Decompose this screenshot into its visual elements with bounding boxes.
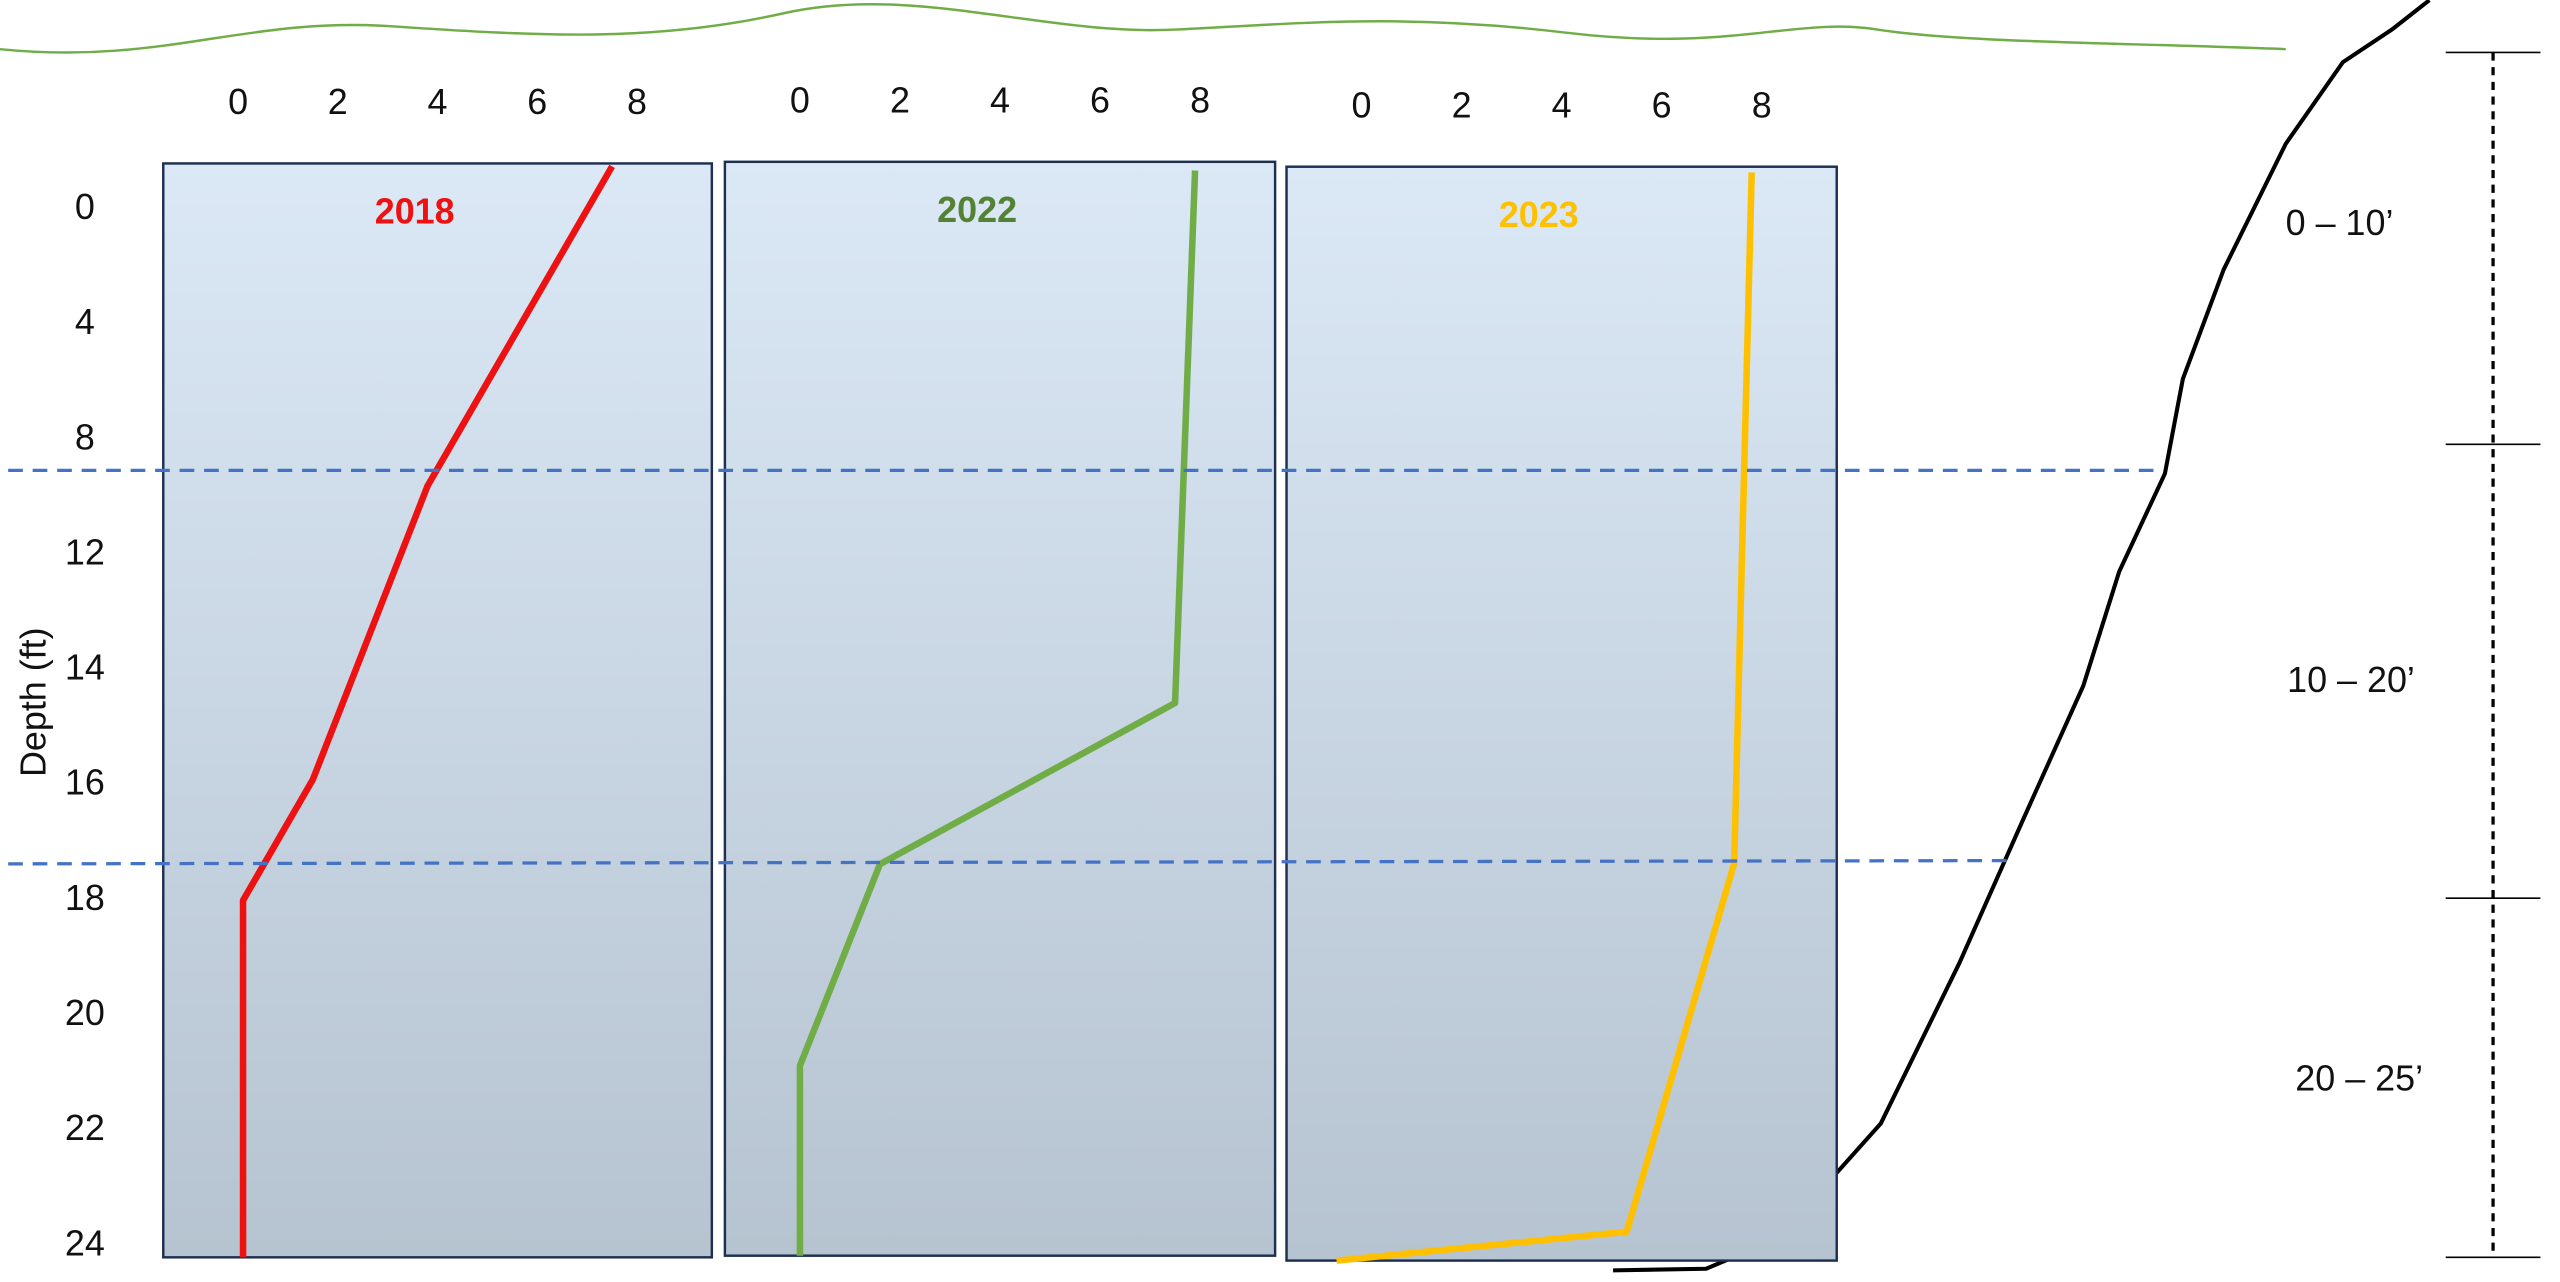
- y-tick-label: 0: [75, 186, 95, 227]
- panel: [162, 162, 714, 1259]
- panel: [1285, 165, 1838, 1262]
- depth-scale-bar: [2445, 51, 2541, 1259]
- x-tick-label: 4: [428, 81, 448, 122]
- x-tick-label: 2: [1452, 84, 1472, 125]
- y-tick-label: 16: [65, 762, 105, 803]
- annotation: 20 – 25’: [2295, 1057, 2423, 1098]
- y-axis-label: Depth (ft): [12, 627, 53, 777]
- annotation: 10 – 20’: [2287, 659, 2415, 700]
- x-tick-label: 8: [1752, 84, 1772, 125]
- line-series: [239, 164, 615, 1258]
- water-surface: [0, 3, 2286, 54]
- y-tick-label: 4: [75, 301, 95, 342]
- line-series: [1336, 172, 1755, 1264]
- x-tick-label: 2: [328, 81, 348, 122]
- panel: [723, 160, 1277, 1257]
- x-tick-label: 8: [1190, 80, 1210, 121]
- panel-title: 2018: [375, 191, 455, 232]
- y-tick-label: 20: [65, 992, 105, 1033]
- x-tick-label: 0: [1352, 84, 1372, 125]
- y-tick-label: 18: [65, 877, 105, 918]
- panel-title: 2023: [1499, 194, 1579, 235]
- y-tick-label: 8: [75, 416, 95, 457]
- x-tick-label: 6: [527, 81, 547, 122]
- x-tick-label: 2: [890, 80, 910, 121]
- x-tick-label: 8: [627, 81, 647, 122]
- x-tick-label: 0: [790, 80, 810, 121]
- x-tick-label: 4: [990, 80, 1010, 121]
- y-tick-label: 22: [65, 1107, 105, 1148]
- x-tick-label: 6: [1090, 80, 1110, 121]
- y-tick-label: 14: [65, 647, 105, 688]
- annotation: 0 – 10’: [2286, 202, 2394, 243]
- x-tick-label: 0: [228, 81, 248, 122]
- line-series: [796, 170, 1199, 1256]
- y-tick-label: 24: [65, 1222, 105, 1263]
- y-tick-label: 12: [65, 531, 105, 572]
- x-tick-label: 6: [1652, 84, 1672, 125]
- panel-title: 2022: [937, 189, 1017, 230]
- thermocline-line: [8, 858, 2012, 866]
- x-tick-label: 4: [1552, 84, 1572, 125]
